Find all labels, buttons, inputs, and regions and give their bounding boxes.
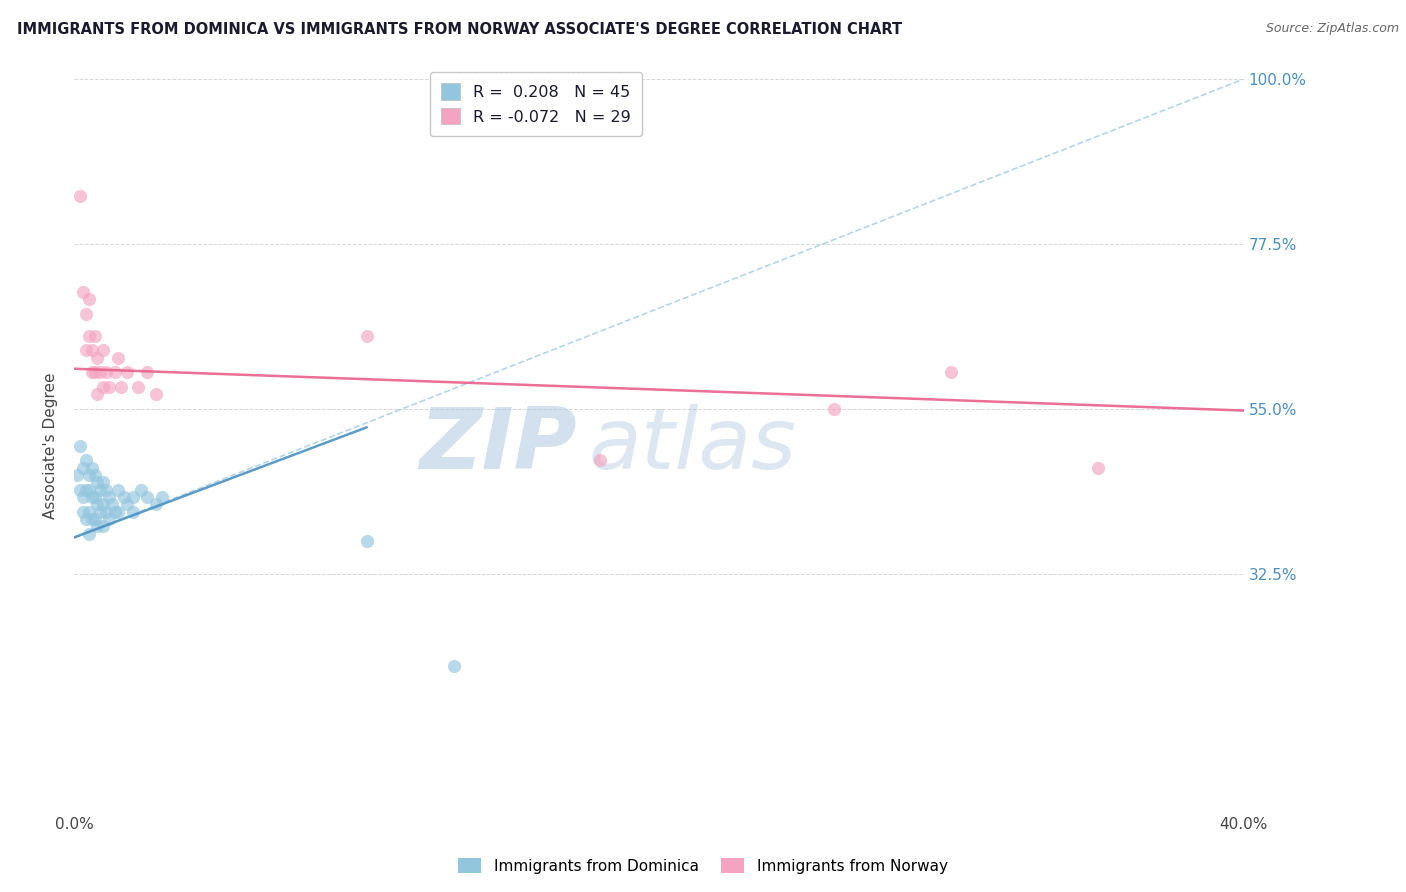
Point	[1087, 460, 1109, 475]
Point	[72, 505, 94, 519]
Point	[69, 189, 91, 203]
Point	[98, 380, 121, 394]
Point	[96, 505, 118, 519]
Point	[80, 343, 103, 358]
Point	[75, 307, 97, 321]
Text: IMMIGRANTS FROM DOMINICA VS IMMIGRANTS FROM NORWAY ASSOCIATE'S DEGREE CORRELATIO: IMMIGRANTS FROM DOMINICA VS IMMIGRANTS F…	[17, 22, 903, 37]
Point	[89, 365, 111, 379]
Point	[104, 505, 127, 519]
Point	[127, 380, 149, 394]
Point	[98, 490, 121, 504]
Text: ZIP: ZIP	[419, 404, 576, 487]
Point	[75, 343, 97, 358]
Point	[80, 512, 103, 526]
Point	[589, 453, 612, 467]
Point	[107, 351, 129, 365]
Point	[91, 519, 114, 533]
Point	[104, 365, 127, 379]
Point	[96, 365, 118, 379]
Point	[112, 490, 135, 504]
Legend: Immigrants from Dominica, Immigrants from Norway: Immigrants from Dominica, Immigrants fro…	[453, 852, 953, 880]
Point	[66, 468, 89, 483]
Point	[75, 483, 97, 497]
Point	[75, 453, 97, 467]
Point	[941, 365, 963, 379]
Point	[77, 526, 100, 541]
Point	[110, 380, 132, 394]
Point	[80, 490, 103, 504]
Point	[77, 468, 100, 483]
Point	[356, 534, 378, 549]
Point	[75, 512, 97, 526]
Point	[150, 490, 173, 504]
Point	[83, 365, 105, 379]
Point	[83, 512, 105, 526]
Point	[356, 328, 378, 343]
Point	[77, 483, 100, 497]
Point	[91, 380, 114, 394]
Point	[83, 328, 105, 343]
Point	[72, 460, 94, 475]
Point	[69, 483, 91, 497]
Point	[77, 292, 100, 306]
Point	[121, 490, 143, 504]
Point	[86, 387, 108, 401]
Point	[145, 387, 167, 401]
Point	[131, 483, 153, 497]
Point	[443, 658, 465, 673]
Point	[91, 475, 114, 490]
Point	[83, 490, 105, 504]
Text: atlas: atlas	[589, 404, 797, 487]
Point	[89, 483, 111, 497]
Point	[115, 498, 138, 512]
Point	[145, 498, 167, 512]
Point	[86, 475, 108, 490]
Point	[77, 505, 100, 519]
Point	[107, 483, 129, 497]
Point	[69, 439, 91, 453]
Text: Source: ZipAtlas.com: Source: ZipAtlas.com	[1265, 22, 1399, 36]
Legend: R =  0.208   N = 45, R = -0.072   N = 29: R = 0.208 N = 45, R = -0.072 N = 29	[430, 72, 643, 136]
Point	[98, 512, 121, 526]
Point	[83, 468, 105, 483]
Point	[91, 343, 114, 358]
Point	[136, 365, 159, 379]
Point	[89, 505, 111, 519]
Point	[86, 498, 108, 512]
Point	[80, 365, 103, 379]
Point	[72, 490, 94, 504]
Point	[86, 519, 108, 533]
Point	[823, 402, 845, 417]
Point	[121, 505, 143, 519]
Point	[80, 460, 103, 475]
Point	[72, 285, 94, 299]
Point	[115, 365, 138, 379]
Point	[101, 498, 124, 512]
Point	[136, 490, 159, 504]
Point	[77, 328, 100, 343]
Point	[91, 498, 114, 512]
Point	[107, 505, 129, 519]
Y-axis label: Associate's Degree: Associate's Degree	[44, 373, 58, 519]
Point	[86, 351, 108, 365]
Point	[96, 483, 118, 497]
